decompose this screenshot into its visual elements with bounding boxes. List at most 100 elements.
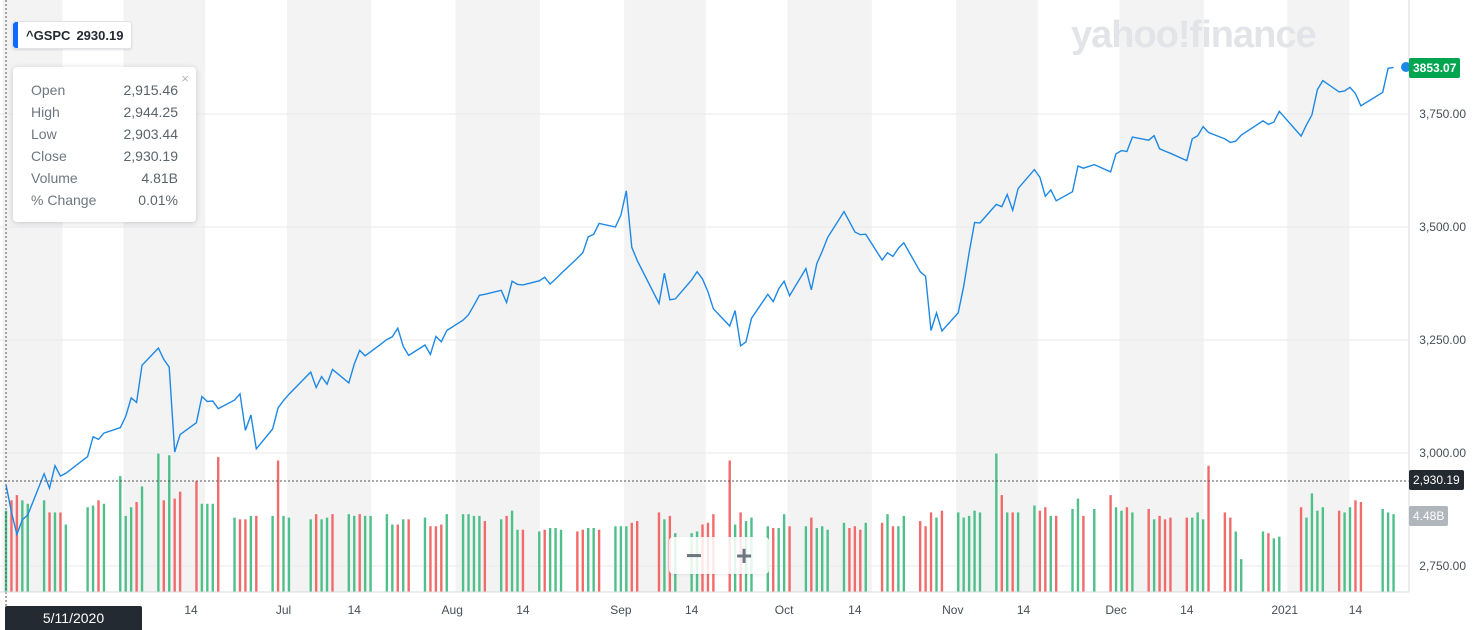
volume-bar <box>282 515 285 592</box>
volume-bar <box>195 481 198 592</box>
tooltip-row-close: Close 2,930.19 <box>31 148 178 164</box>
volume-bar <box>233 517 236 592</box>
volume-bar <box>467 514 470 592</box>
volume-bar <box>995 453 998 592</box>
x-tick-label: 14 <box>685 603 699 617</box>
tooltip-row-open: Open 2,915.46 <box>31 82 178 98</box>
volume-bar <box>619 526 623 592</box>
volume-bar <box>587 527 590 592</box>
volume-bar <box>1316 510 1319 592</box>
close-icon[interactable]: × <box>181 71 189 86</box>
volume-bar <box>543 529 546 592</box>
x-tick-label: 14 <box>1017 603 1031 617</box>
y-tick-label: 3,500.00 <box>1419 220 1466 234</box>
symbol-color-marker <box>13 22 18 48</box>
yahoo-finance-logo: yahoo!finance <box>1071 14 1317 56</box>
zoom-in-button[interactable]: + <box>735 539 753 571</box>
month-band <box>624 0 706 592</box>
volume-bar <box>657 512 661 592</box>
volume-bar <box>1152 519 1156 592</box>
price-line <box>5 66 1394 537</box>
volume-bar <box>804 526 808 592</box>
volume-bar <box>86 507 89 592</box>
volume-bar <box>124 515 127 592</box>
volume-bar <box>59 512 62 592</box>
y-tick-label: 3,750.00 <box>1419 107 1466 121</box>
volume-bar <box>407 519 410 592</box>
volume-bar <box>440 524 443 592</box>
volume-bar <box>1223 512 1227 592</box>
volume-bar <box>559 529 563 592</box>
volume-bar <box>1392 514 1395 592</box>
tooltip-label: Low <box>31 126 57 142</box>
volume-bar <box>42 500 46 592</box>
x-tick-label: 2021 <box>1271 603 1298 617</box>
volume-bar <box>276 460 280 592</box>
volume-bar <box>4 510 8 592</box>
volume-bar <box>347 514 351 592</box>
volume-bar <box>211 503 214 592</box>
crosshair-date-tag: 5/11/2020 <box>5 606 142 630</box>
tooltip-value: 2,903.44 <box>123 126 179 142</box>
volume-bar <box>429 526 432 592</box>
volume-bar <box>1191 517 1194 592</box>
volume-bar <box>510 510 514 592</box>
tooltip-label: Open <box>31 82 66 98</box>
month-band <box>1287 0 1350 592</box>
volume-bar <box>581 529 584 592</box>
volume-bar <box>625 526 628 592</box>
last-price-tag: 3853.07 <box>1409 58 1461 78</box>
volume-bar <box>880 522 884 592</box>
month-band <box>286 0 372 592</box>
volume-bar <box>957 512 960 592</box>
volume-bar <box>821 526 824 592</box>
volume-bar <box>97 500 100 592</box>
tooltip-row-high: High 2,944.25 <box>31 104 178 120</box>
volume-bar <box>853 526 857 592</box>
volume-bar <box>314 514 318 592</box>
x-tick-label: 14 <box>184 603 198 617</box>
volume-bar <box>157 453 160 592</box>
volume-bar <box>178 491 182 592</box>
volume-bar <box>129 507 133 592</box>
volume-tag: 4.48B <box>1409 506 1449 526</box>
volume-bar <box>1310 493 1314 592</box>
volume-bar <box>848 527 851 592</box>
volume-bar <box>1278 536 1281 592</box>
volume-bar <box>614 526 617 592</box>
x-tick-label: 14 <box>348 603 362 617</box>
volume-bar <box>119 476 122 592</box>
volume-bar <box>1305 517 1308 592</box>
volume-bar <box>423 517 427 592</box>
y-tick-label: 3,000.00 <box>1419 446 1466 460</box>
volume-bar <box>461 514 465 592</box>
x-tick-label: Jul <box>276 603 291 617</box>
volume-bar <box>1354 500 1357 592</box>
volume-bar <box>1006 512 1009 592</box>
volume-bar <box>1337 510 1341 592</box>
volume-bar <box>320 519 323 592</box>
volume-bar <box>391 524 394 592</box>
symbol-tag[interactable]: ^GSPC 2930.19 <box>12 21 133 49</box>
volume-bar <box>576 531 579 592</box>
volume-bar <box>1109 495 1112 592</box>
volume-bar <box>1239 559 1243 592</box>
volume-bar <box>978 512 982 592</box>
volume-bar <box>1272 538 1276 592</box>
volume-bar <box>1147 508 1150 592</box>
volume-bar <box>902 515 906 592</box>
tooltip-value: 0.01% <box>138 192 178 208</box>
volume-bar <box>1125 507 1129 592</box>
volume-bar <box>935 517 938 592</box>
volume-bar <box>940 510 944 592</box>
y-tick-labels: 2,750.00 3,000.00 3,250.00 3,500.00 3,750.00 <box>1419 107 1466 573</box>
volume-bar <box>1261 531 1265 592</box>
volume-bar <box>238 519 242 592</box>
volume-bar <box>962 517 965 592</box>
volume-bar <box>363 515 367 592</box>
volume-bar <box>140 486 144 592</box>
volume-bar <box>445 514 448 592</box>
zoom-out-button[interactable]: − <box>685 539 703 571</box>
volume-bar <box>826 529 829 592</box>
